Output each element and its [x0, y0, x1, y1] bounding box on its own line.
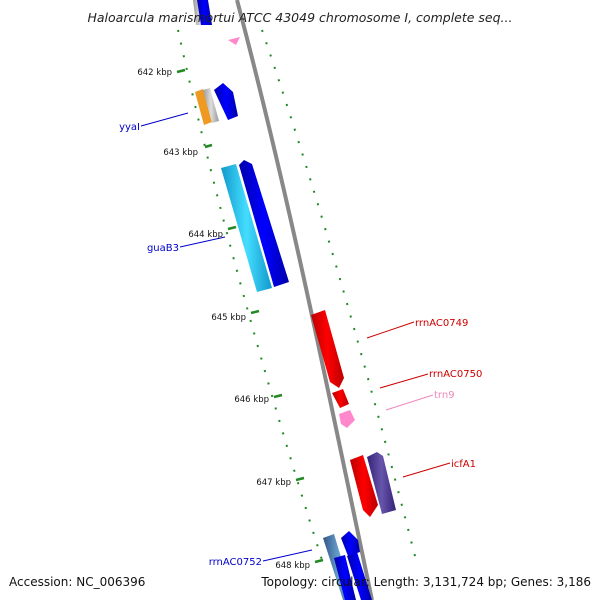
feature-blue-bottom-a	[334, 555, 356, 600]
outer-tick-track	[261, 29, 417, 561]
gene-label-yyaI[interactable]: yyaI	[119, 122, 140, 133]
major-ticks	[176, 68, 324, 564]
tick-label: 646 kbp	[234, 395, 269, 405]
gene-label-icfA1[interactable]: icfA1	[451, 459, 476, 470]
feature-yyaI	[214, 83, 238, 120]
tick-label: 642 kbp	[137, 68, 172, 78]
feature-cyan	[221, 164, 272, 292]
gene-label-guaB3[interactable]: guaB3	[147, 243, 179, 254]
feature-top-blue	[197, 0, 212, 25]
accession-text: Accession: NC_006396	[9, 575, 146, 589]
tick-label: 648 kbp	[275, 561, 310, 571]
tick-label: 644 kbp	[188, 230, 223, 240]
feature-rrnAC0749	[311, 310, 344, 388]
backbone	[235, 0, 374, 601]
gene-label-rrnAC0752[interactable]: rrnAC0752	[209, 557, 262, 568]
gene-label-rrnAC0749[interactable]: rrnAC0749	[415, 318, 468, 329]
gene-label-trn9[interactable]: trn9	[434, 390, 455, 401]
map-title: Haloarcula marismortui ATCC 43049 chromo…	[87, 10, 513, 25]
feature-orange	[195, 89, 212, 125]
feature-rrnAC0750	[332, 389, 349, 408]
feature-icfA1	[350, 455, 378, 517]
feature-rrnAC0752	[341, 531, 360, 556]
tick-labels: 642 kbp 643 kbp 644 kbp 645 kbp 646 kbp …	[137, 68, 310, 571]
tick-label: 647 kbp	[256, 478, 291, 488]
feature-trn9	[339, 410, 355, 428]
label-leaders	[140, 112, 451, 562]
topology-summary: Topology: circular; Length: 3,131,724 bp…	[261, 575, 591, 589]
feature-top-pink	[228, 37, 240, 45]
feature-purple	[367, 452, 396, 514]
gene-label-rrnAC0750[interactable]: rrnAC0750	[429, 369, 482, 380]
feature-guaB3	[239, 160, 289, 287]
gene-labels: yyaI guaB3 rrnAC0749 rrnAC0750 trn9 icfA…	[119, 122, 482, 568]
tick-label: 643 kbp	[163, 148, 198, 158]
inner-tick-track	[177, 29, 323, 561]
tick-label: 645 kbp	[211, 313, 246, 323]
feature-grey-small	[203, 88, 219, 123]
feature-blue-bottom-b	[347, 552, 372, 600]
